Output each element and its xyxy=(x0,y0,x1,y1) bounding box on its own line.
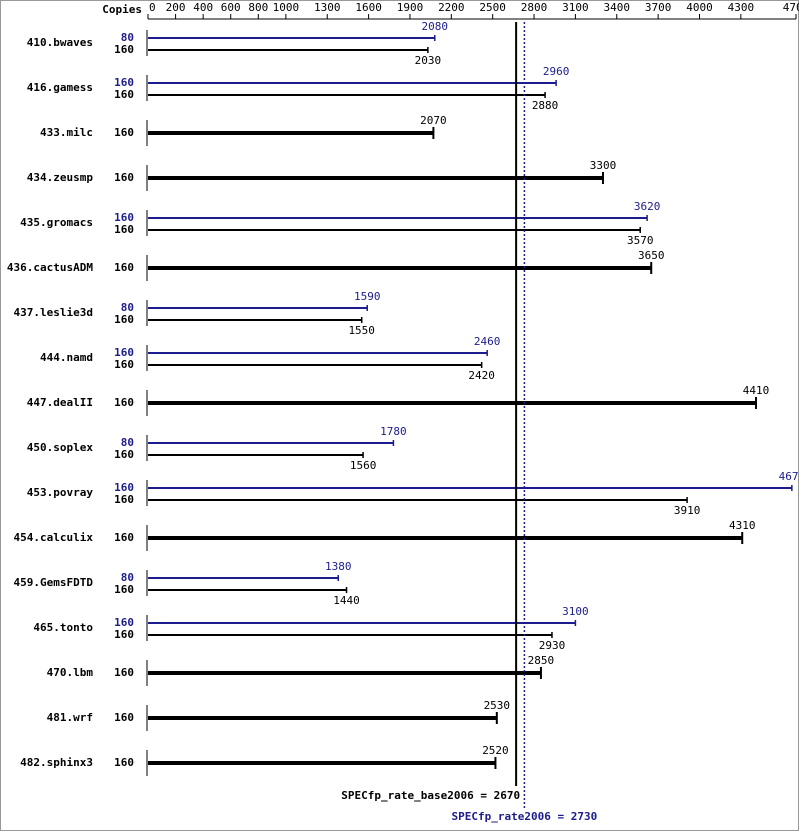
base-copies: 160 xyxy=(114,313,134,326)
base-copies: 160 xyxy=(114,628,134,641)
x-tick-label: 1000 xyxy=(273,1,300,14)
x-tick-label: 4700 xyxy=(783,1,799,14)
benchmark-name: 481.wrf xyxy=(47,711,93,724)
peak-value-label: 2080 xyxy=(422,20,449,33)
peak-value-label: 1380 xyxy=(325,560,352,573)
x-tick-label: 4000 xyxy=(686,1,713,14)
peak-copies: 80 xyxy=(121,436,134,449)
base-copies: 160 xyxy=(114,358,134,371)
peak-value-label: 2460 xyxy=(474,335,501,348)
peak-copies: 80 xyxy=(121,571,134,584)
base-copies: 160 xyxy=(114,493,134,506)
x-tick-label: 1300 xyxy=(314,1,341,14)
base-value-label: 1550 xyxy=(348,324,375,337)
base-copies: 160 xyxy=(114,126,134,139)
peak-copies: 80 xyxy=(121,301,134,314)
benchmark-name: 435.gromacs xyxy=(20,216,93,229)
base-copies: 160 xyxy=(114,666,134,679)
x-tick-label: 4300 xyxy=(728,1,755,14)
base-value-label: 3300 xyxy=(590,159,617,172)
base-copies: 160 xyxy=(114,396,134,409)
x-tick-label: 0 xyxy=(149,1,156,14)
benchmark-name: 453.povray xyxy=(27,486,94,499)
x-tick-label: 400 xyxy=(193,1,213,14)
base-copies: 160 xyxy=(114,448,134,461)
base-value-label: 2850 xyxy=(528,654,555,667)
base-value-label: 1440 xyxy=(333,594,360,607)
base-value-label: 2070 xyxy=(420,114,447,127)
peak-value-label: 3100 xyxy=(562,605,589,618)
peak-copies: 160 xyxy=(114,211,134,224)
peak-copies: 160 xyxy=(114,616,134,629)
x-tick-label: 1900 xyxy=(397,1,424,14)
base-copies: 160 xyxy=(114,711,134,724)
x-tick-label: 2800 xyxy=(521,1,548,14)
benchmark-name: 416.gamess xyxy=(27,81,93,94)
base-value-label: 2930 xyxy=(539,639,566,652)
peak-value-label: 3620 xyxy=(634,200,661,213)
base-copies: 160 xyxy=(114,223,134,236)
benchmark-name: 482.sphinx3 xyxy=(20,756,93,769)
base-value-label: 1560 xyxy=(350,459,377,472)
benchmark-name: 470.lbm xyxy=(47,666,94,679)
base-copies: 160 xyxy=(114,43,134,56)
peak-value-label: 1590 xyxy=(354,290,381,303)
base-value-label: 3570 xyxy=(627,234,654,247)
x-tick-label: 2500 xyxy=(479,1,506,14)
benchmark-name: 444.namd xyxy=(40,351,93,364)
x-tick-label: 600 xyxy=(221,1,241,14)
peak-value-label: 4670 xyxy=(779,470,799,483)
base-copies: 160 xyxy=(114,261,134,274)
x-tick-label: 1600 xyxy=(355,1,382,14)
base-value-label: 4310 xyxy=(729,519,756,532)
benchmark-name: 459.GemsFDTD xyxy=(14,576,94,589)
benchmark-name: 434.zeusmp xyxy=(27,171,94,184)
x-tick-label: 3100 xyxy=(562,1,589,14)
benchmark-name: 437.leslie3d xyxy=(14,306,93,319)
base-value-label: 2880 xyxy=(532,99,559,112)
peak-value-label: 1780 xyxy=(380,425,407,438)
base-copies: 160 xyxy=(114,756,134,769)
benchmark-name: 465.tonto xyxy=(33,621,93,634)
base-copies: 160 xyxy=(114,88,134,101)
peak-copies: 160 xyxy=(114,346,134,359)
benchmark-name: 447.dealII xyxy=(27,396,93,409)
peak-reference-label: SPECfp_rate2006 = 2730 xyxy=(452,810,598,823)
base-copies: 160 xyxy=(114,531,134,544)
benchmark-name: 450.soplex xyxy=(27,441,94,454)
benchmark-name: 410.bwaves xyxy=(27,36,93,49)
base-copies: 160 xyxy=(114,171,134,184)
benchmark-name: 454.calculix xyxy=(14,531,94,544)
base-value-label: 2520 xyxy=(482,744,509,757)
benchmark-name: 433.milc xyxy=(40,126,93,139)
x-tick-label: 200 xyxy=(166,1,186,14)
copies-header: Copies xyxy=(102,3,142,16)
x-tick-label: 3400 xyxy=(604,1,631,14)
peak-value-label: 2960 xyxy=(543,65,570,78)
peak-copies: 160 xyxy=(114,76,134,89)
peak-copies: 80 xyxy=(121,31,134,44)
base-value-label: 3650 xyxy=(638,249,665,262)
peak-copies: 160 xyxy=(114,481,134,494)
base-value-label: 2030 xyxy=(415,54,442,67)
base-copies: 160 xyxy=(114,583,134,596)
base-value-label: 2530 xyxy=(484,699,511,712)
base-value-label: 3910 xyxy=(674,504,701,517)
x-tick-label: 2200 xyxy=(438,1,465,14)
x-tick-label: 800 xyxy=(248,1,268,14)
base-value-label: 2420 xyxy=(468,369,495,382)
base-value-label: 4410 xyxy=(743,384,770,397)
benchmark-name: 436.cactusADM xyxy=(7,261,93,274)
base-reference-label: SPECfp_rate_base2006 = 2670 xyxy=(341,789,520,802)
x-tick-label: 3700 xyxy=(645,1,672,14)
